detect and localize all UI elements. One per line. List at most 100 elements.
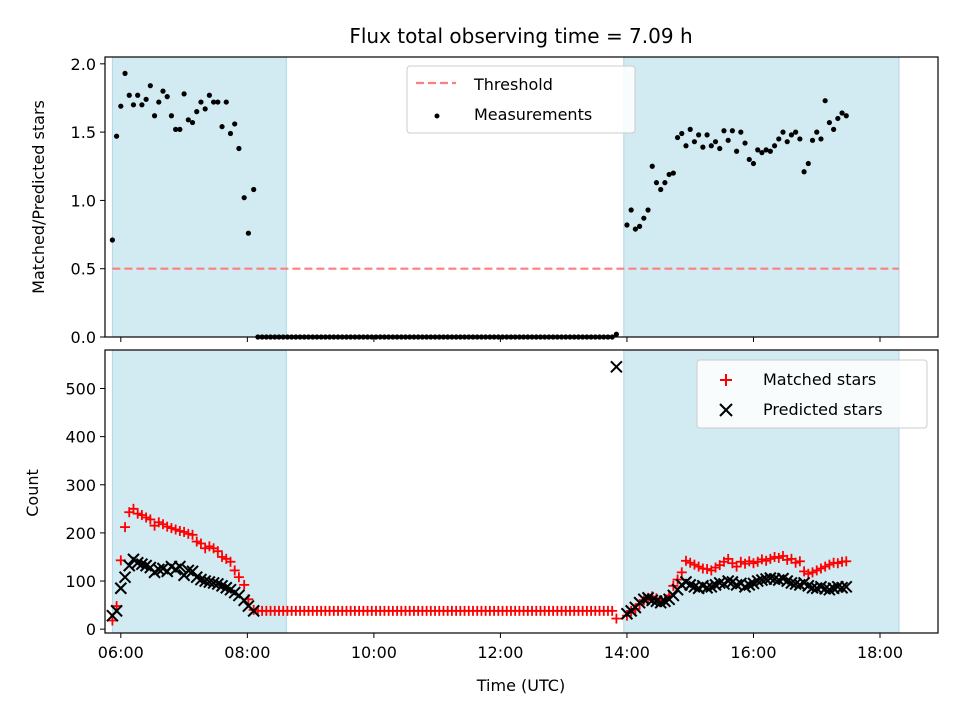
measurement-point — [241, 195, 247, 201]
measurements-legend-swatch — [434, 113, 440, 119]
measurement-point — [725, 137, 731, 143]
matched-stars-marker — [145, 514, 156, 525]
measurement-point — [219, 124, 225, 130]
measurement-point — [797, 136, 803, 142]
bottom-y-tick-label: 500 — [65, 380, 96, 399]
measurement-point — [632, 226, 638, 232]
bottom-y-tick-label: 0 — [86, 620, 96, 639]
bottom-panel-frame — [104, 349, 939, 634]
measurement-point — [139, 102, 145, 108]
bottom-legend-box — [696, 359, 928, 429]
measurement-point — [670, 170, 676, 176]
measurement-point — [780, 129, 786, 135]
measurement-point — [251, 186, 257, 193]
bottom-y-tick-label: 400 — [65, 428, 96, 447]
measurement-point — [185, 117, 191, 123]
measurement-point — [691, 139, 698, 145]
matched-stars-marker — [611, 613, 622, 624]
matched-stars-legend-label: Matched stars — [763, 370, 876, 389]
measurement-point — [843, 113, 849, 119]
predicted-stars-marker — [135, 557, 149, 571]
matched-stars-marker — [187, 529, 198, 540]
measurement-point — [113, 133, 120, 139]
predicted-stars-marker — [110, 604, 123, 618]
predicted-stars-legend-label: Predicted stars — [763, 400, 883, 419]
predicted-stars-marker — [114, 582, 128, 595]
predicted-stars-marker — [118, 570, 132, 584]
predicted-stars-points — [106, 360, 853, 622]
measurement-point — [759, 150, 765, 156]
matched-stars-marker — [607, 605, 618, 616]
matched-stars-marker — [111, 601, 122, 612]
bottom-y-tick-label: 100 — [65, 572, 96, 591]
predicted-stars-marker — [743, 578, 756, 592]
top-y-tick-label: 2.0 — [71, 55, 96, 74]
measurement-point — [628, 207, 634, 213]
predicted-stars-marker — [654, 596, 667, 609]
matched-stars-marker — [233, 572, 244, 583]
measurement-point — [236, 145, 242, 152]
measurement-point — [771, 143, 778, 149]
measurement-point — [793, 129, 799, 135]
measurement-point — [641, 215, 647, 221]
matched-stars-marker — [841, 556, 852, 567]
measurement-point — [717, 145, 723, 152]
top-y-tick-label: 1.0 — [71, 191, 96, 210]
bottom-x-tick-label: 10:00 — [351, 643, 397, 662]
measurement-point — [784, 139, 790, 145]
predicted-stars-marker — [247, 604, 260, 618]
measurement-point — [658, 186, 664, 193]
measurement-point — [227, 130, 234, 137]
top-panel-x-ticks — [120, 337, 881, 342]
bottom-panel-legend: Matched stars Predicted stars — [696, 359, 928, 429]
top-shaded-interval-0 — [111, 56, 287, 338]
bottom-y-tick-label: 300 — [65, 476, 96, 495]
measurement-point — [130, 102, 137, 108]
matched-stars-marker — [239, 579, 250, 590]
top-y-tick-label: 1.5 — [71, 123, 96, 142]
matched-stars-legend-swatch — [720, 374, 732, 386]
predicted-stars-marker — [173, 560, 187, 573]
measurement-point — [822, 98, 828, 104]
top-panel-frame — [104, 56, 939, 338]
measurement-point — [206, 92, 212, 98]
bottom-x-tick-label: 08:00 — [224, 643, 270, 662]
measurement-point — [674, 134, 681, 141]
bottom-x-tick-label: 16:00 — [730, 643, 776, 662]
threshold-legend-label: Threshold — [473, 75, 553, 94]
measurement-point — [189, 119, 196, 126]
top-y-tick-label: 0.0 — [71, 328, 96, 347]
bottom-panel-y-ticks: 0 100 200 300 400 500 — [65, 380, 105, 639]
measurement-point — [826, 119, 832, 126]
predicted-stars-marker — [721, 574, 735, 588]
measurement-point — [143, 96, 149, 102]
measurement-point — [202, 106, 208, 112]
measurement-point — [687, 126, 693, 132]
bottom-x-tick-label: 12:00 — [477, 643, 523, 662]
predicted-stars-marker — [123, 559, 136, 572]
measurement-point — [168, 113, 175, 119]
predicted-stars-marker — [237, 594, 251, 607]
predicted-stars-marker — [610, 360, 623, 374]
measurement-point — [666, 171, 672, 178]
measurement-point — [636, 223, 643, 229]
measurement-point — [126, 92, 132, 98]
measurement-point — [704, 132, 710, 138]
measurement-point — [679, 130, 685, 137]
measurement-point — [746, 156, 752, 163]
predicted-stars-legend-swatch — [719, 403, 733, 417]
measurement-point — [613, 331, 619, 337]
measurement-point — [177, 126, 183, 132]
matched-stars-marker — [120, 522, 131, 533]
measurement-point — [835, 115, 841, 122]
measurement-point — [135, 92, 141, 98]
measurement-point — [122, 70, 128, 76]
measurement-point — [742, 140, 748, 146]
top-y-tick-label: 0.5 — [71, 260, 96, 279]
predicted-stars-marker — [182, 564, 195, 577]
measurement-point — [683, 143, 689, 149]
measurement-point — [831, 126, 837, 132]
measurement-point — [109, 237, 115, 243]
measurement-point — [118, 103, 124, 109]
bottom-panel: 0 100 200 300 400 500 06:00 08:00 10:00 12:00 14:… — [23, 349, 939, 695]
